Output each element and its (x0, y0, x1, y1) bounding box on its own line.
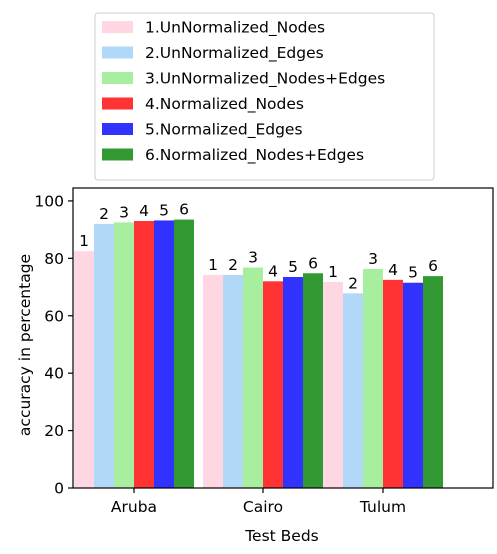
bar-cairo-5 (283, 277, 303, 488)
legend-label-3: 3.UnNormalized_Nodes+Edges (145, 70, 385, 89)
legend: 1.UnNormalized_Nodes 2.UnNormalized_Edges… (95, 13, 434, 180)
bar-aruba-3 (114, 222, 134, 488)
bar-label-aruba-5: 5 (159, 201, 169, 219)
bar-tulum-2 (343, 293, 363, 488)
bar-cairo-4 (263, 281, 283, 488)
y-tick-label: 0 (54, 480, 64, 498)
y-tick-label: 100 (34, 192, 64, 210)
bar-aruba-6 (174, 220, 194, 488)
legend-swatch-1 (102, 21, 133, 33)
legend-label-5: 5.Normalized_Edges (145, 121, 303, 140)
bar-label-cairo-2: 2 (228, 256, 238, 274)
legend-label-2: 2.UnNormalized_Edges (145, 44, 324, 63)
bar-tulum-4 (383, 280, 403, 488)
legend-label-6: 6.Normalized_Nodes+Edges (145, 146, 364, 165)
bar-label-tulum-5: 5 (408, 264, 418, 282)
bar-cairo-1 (203, 275, 223, 488)
bar-label-tulum-6: 6 (428, 257, 438, 275)
bar-label-aruba-3: 3 (119, 203, 129, 221)
bar-label-cairo-6: 6 (308, 254, 318, 272)
bar-cairo-6 (303, 273, 323, 488)
x-tick-label-cairo: Cairo (243, 498, 283, 516)
bar-label-tulum-2: 2 (348, 274, 358, 292)
legend-label-1: 1.UnNormalized_Nodes (145, 19, 325, 38)
bar-label-cairo-5: 5 (288, 258, 298, 276)
bar-label-aruba-2: 2 (99, 205, 109, 223)
legend-swatch-4 (102, 98, 133, 110)
x-tick-label-aruba: Aruba (111, 498, 157, 516)
bar-label-tulum-3: 3 (368, 250, 378, 268)
y-tick-label: 80 (44, 250, 64, 268)
legend-swatch-3 (102, 72, 133, 84)
bar-label-aruba-6: 6 (179, 201, 189, 219)
bar-aruba-2 (94, 224, 114, 488)
bar-label-tulum-4: 4 (388, 261, 398, 279)
x-axis-label: Test Beds (244, 527, 319, 545)
bar-label-cairo-1: 1 (208, 256, 218, 274)
legend-swatch-2 (102, 47, 133, 59)
y-axis-label: accuracy in percentage (16, 254, 34, 436)
bar-label-tulum-1: 1 (328, 263, 338, 281)
bar-tulum-5 (403, 283, 423, 488)
bar-cairo-3 (243, 268, 263, 488)
legend-swatch-5 (102, 123, 133, 135)
legend-swatch-6 (102, 149, 133, 161)
y-tick-label: 20 (44, 422, 64, 440)
bar-aruba-1 (74, 251, 94, 488)
bar-label-aruba-4: 4 (139, 202, 149, 220)
bar-aruba-5 (154, 220, 174, 488)
bar-tulum-6 (423, 276, 443, 488)
bar-tulum-1 (323, 282, 343, 488)
bar-aruba-4 (134, 221, 154, 488)
bar-label-aruba-1: 1 (79, 232, 89, 250)
bar-label-cairo-4: 4 (268, 262, 278, 280)
legend-label-4: 4.Normalized_Nodes (145, 95, 304, 114)
bars (74, 220, 443, 488)
y-tick-label: 60 (44, 307, 64, 325)
x-tick-label-tulum: Tulum (359, 498, 406, 516)
bar-cairo-2 (223, 275, 243, 488)
y-tick-label: 40 (44, 365, 64, 383)
bar-label-cairo-3: 3 (248, 249, 258, 267)
bar-tulum-3 (363, 269, 383, 488)
